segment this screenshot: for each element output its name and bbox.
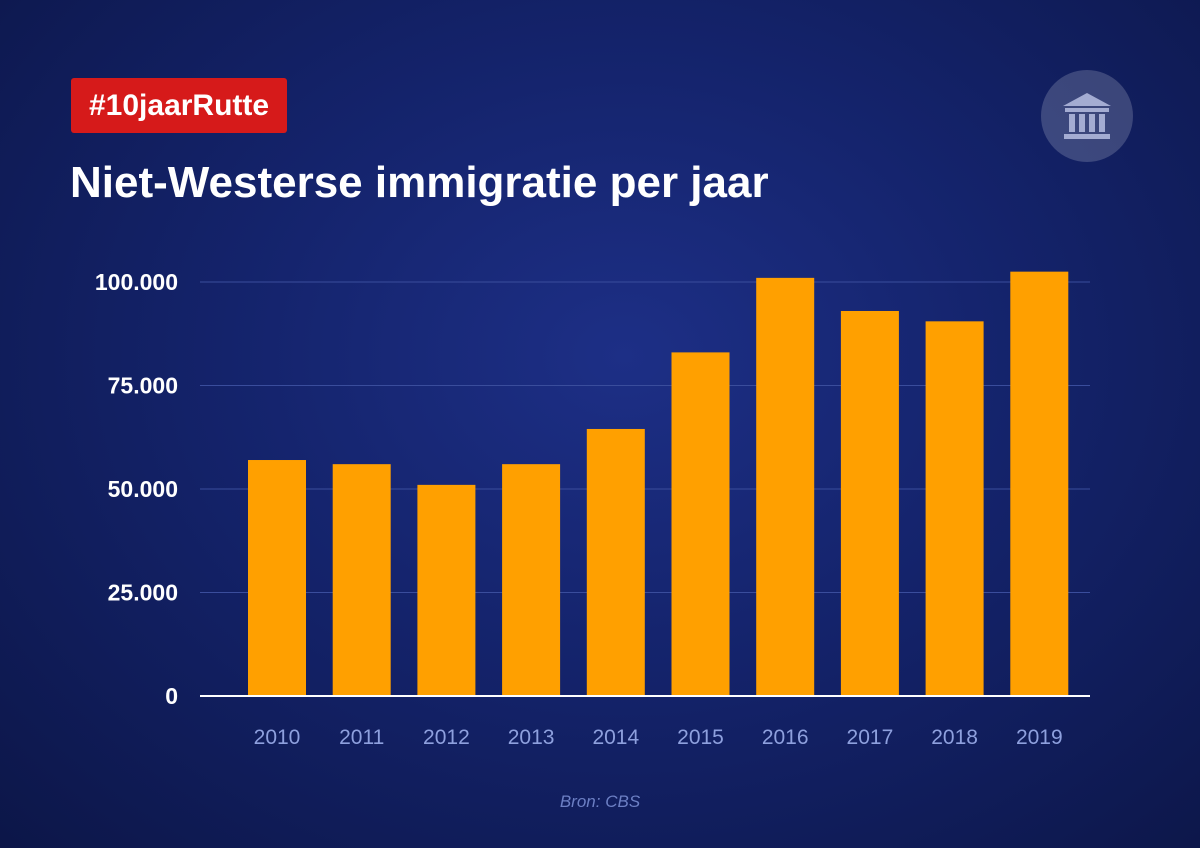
x-tick-label: 2013: [508, 726, 555, 749]
x-tick-label: 2018: [931, 726, 978, 749]
tick-labels: 0 25.000 50.000 75.000 100.000 2010 2011 2012 20…: [95, 269, 1063, 749]
hashtag-text: #10jaarRutte: [89, 88, 270, 122]
hashtag-badge: #10jaarRutte: [71, 78, 288, 133]
government-building-icon: [1041, 70, 1133, 162]
y-tick-label: 0: [165, 683, 178, 709]
y-tick-label: 25.000: [108, 580, 178, 606]
bar: [586, 428, 645, 696]
x-tick-label: 2014: [592, 726, 639, 749]
chart-title: Niet-Westerse immigratie per jaar: [70, 158, 769, 207]
x-tick-label: 2019: [1016, 726, 1063, 749]
bar: [502, 464, 561, 696]
y-tick-label: 100.000: [95, 269, 178, 295]
bar: [671, 352, 730, 696]
bar: [332, 464, 391, 696]
x-tick-label: 2016: [762, 726, 809, 749]
bar: [417, 484, 476, 696]
bar: [1010, 271, 1069, 696]
x-tick-label: 2012: [423, 726, 470, 749]
bars: [248, 271, 1069, 696]
x-tick-label: 2011: [339, 726, 384, 749]
y-tick-label: 50.000: [108, 476, 178, 502]
x-tick-label: 2017: [847, 726, 894, 749]
x-tick-label: 2015: [677, 726, 724, 749]
bar: [756, 277, 815, 696]
x-tick-label: 2010: [254, 726, 301, 749]
y-tick-label: 75.000: [108, 373, 178, 399]
source-note: Bron: CBS: [559, 792, 641, 811]
bar: [925, 321, 984, 696]
bar: [840, 310, 899, 696]
bar: [248, 460, 306, 696]
